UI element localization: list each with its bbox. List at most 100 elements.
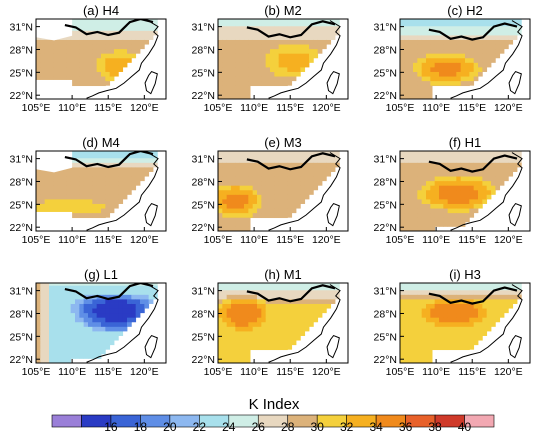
- field-cell: [283, 151, 288, 154]
- field-cell: [88, 167, 93, 172]
- field-cell: [430, 48, 436, 54]
- field-cell: [88, 67, 93, 72]
- field-cell: [92, 326, 98, 332]
- field-cell: [443, 171, 449, 177]
- field-cell: [478, 153, 483, 159]
- field-cell: [118, 180, 124, 186]
- field-cell: [460, 289, 466, 295]
- field-cell: [53, 289, 59, 295]
- field-cell: [309, 25, 314, 31]
- field-cell: [504, 162, 509, 168]
- field-cell: [235, 76, 241, 82]
- field-cell: [447, 199, 453, 204]
- field-cell: [96, 185, 102, 191]
- missing-region: [36, 19, 73, 41]
- field-cell: [404, 171, 410, 177]
- k-index-field: [218, 283, 348, 363]
- field-cell: [265, 21, 271, 27]
- field-cell: [131, 176, 137, 182]
- field-cell: [439, 80, 444, 86]
- field-cell: [443, 203, 449, 209]
- field-cell: [261, 312, 267, 318]
- field-cell: [101, 62, 106, 68]
- field-cell: [231, 358, 236, 363]
- field-cell: [309, 308, 314, 314]
- field-cell: [218, 44, 223, 50]
- field-cell: [508, 153, 514, 159]
- field-cell: [426, 285, 431, 291]
- field-cell: [226, 39, 232, 45]
- field-cell: [252, 344, 258, 350]
- field-cell: [75, 176, 80, 182]
- field-cell: [44, 39, 50, 45]
- field-cell: [512, 157, 518, 163]
- field-cell: [456, 208, 462, 214]
- y-tick-label: 28°N: [10, 308, 33, 320]
- field-cell: [322, 283, 327, 286]
- field-cell: [118, 19, 124, 22]
- field-cell: [408, 208, 414, 214]
- field-cell: [109, 57, 115, 63]
- field-cell: [452, 331, 457, 336]
- field-cell: [417, 358, 423, 363]
- field-cell: [430, 294, 436, 300]
- field-cell: [278, 57, 284, 63]
- field-cell: [114, 189, 119, 195]
- field-cell: [235, 62, 241, 68]
- field-cell: [62, 317, 67, 323]
- field-cell: [101, 308, 106, 314]
- field-cell: [335, 157, 340, 163]
- field-cell: [443, 30, 449, 36]
- field-cell: [300, 44, 306, 50]
- field-cell: [257, 208, 262, 214]
- field-cell: [239, 326, 245, 332]
- field-cell: [309, 48, 314, 54]
- field-cell: [439, 185, 444, 191]
- field-cell: [105, 185, 111, 191]
- field-cell: [443, 39, 449, 45]
- field-cell: [226, 89, 232, 95]
- field-cell: [53, 57, 59, 63]
- field-cell: [417, 208, 423, 214]
- field-cell: [452, 176, 457, 182]
- field-cell: [244, 48, 249, 54]
- field-cell: [235, 94, 241, 99]
- field-cell: [66, 344, 72, 350]
- field-cell: [248, 44, 254, 50]
- field-cell: [105, 162, 111, 168]
- field-cell: [404, 308, 410, 314]
- field-cell: [434, 199, 440, 204]
- field-cell: [261, 335, 267, 341]
- field-cell: [122, 312, 128, 318]
- field-cell: [304, 30, 310, 36]
- field-cell: [421, 62, 427, 68]
- field-cell: [517, 283, 522, 286]
- field-cell: [400, 30, 405, 36]
- field-cell: [226, 167, 232, 172]
- field-cell: [274, 57, 280, 63]
- field-cell: [482, 194, 488, 200]
- field-cell: [53, 62, 59, 68]
- field-cell: [404, 299, 410, 304]
- field-cell: [70, 303, 76, 309]
- field-cell: [257, 335, 262, 341]
- field-cell: [92, 317, 98, 323]
- field-cell: [430, 167, 436, 172]
- field-cell: [88, 208, 93, 214]
- field-cell: [114, 53, 119, 59]
- field-cell: [417, 151, 423, 154]
- field-cell: [413, 35, 418, 40]
- field-cell: [430, 317, 436, 323]
- field-cell: [75, 153, 80, 159]
- field-cell: [421, 217, 427, 223]
- field-cell: [96, 199, 102, 204]
- field-cell: [248, 39, 254, 45]
- field-cell: [252, 39, 258, 45]
- field-cell: [486, 25, 492, 31]
- field-cell: [83, 19, 89, 22]
- field-cell: [265, 71, 271, 77]
- field-cell: [66, 283, 72, 286]
- field-cell: [447, 303, 453, 309]
- field-cell: [439, 167, 444, 172]
- field-cell: [326, 167, 332, 172]
